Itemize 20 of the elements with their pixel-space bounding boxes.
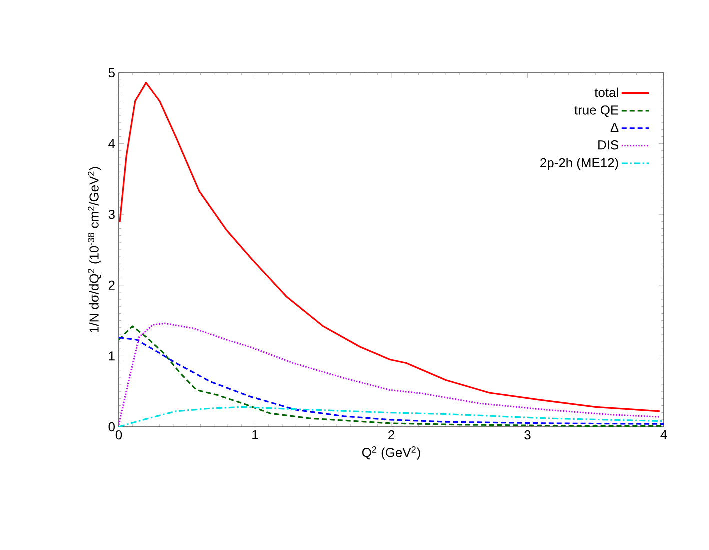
y-tick-label: 0 (108, 422, 115, 432)
legend-label: 2p-2h (ME12) (540, 158, 618, 170)
line-series (119, 406, 664, 427)
x-tick-label: 2 (388, 430, 394, 440)
y-tick-label: 4 (108, 139, 116, 148)
legend-label: Δ (610, 123, 619, 132)
x-tick-label: 1 (252, 430, 258, 440)
x-axis-title: Q$^{2}$ (GeV$^{2}$) (362, 446, 420, 460)
line-series (119, 82, 661, 412)
y-tick-label: 5 (108, 68, 115, 78)
x-tick-label: 3 (524, 430, 531, 440)
x-tick-label: 4 (660, 430, 668, 440)
text: 1/N dσ/dQ$^{2}$ (10$^{-38}$ cm$^{2}$/GeV$^{2}$) (88, 167, 102, 333)
legend-label: total (594, 88, 618, 98)
x-tick-label: 0 (116, 430, 122, 440)
legend-label: true QE (574, 106, 619, 118)
legend-label: DIS (598, 140, 619, 150)
y-tick-label: 2 (108, 280, 115, 290)
y-tick-label: 1 (109, 352, 115, 361)
y-tick-label: 3 (108, 210, 115, 220)
